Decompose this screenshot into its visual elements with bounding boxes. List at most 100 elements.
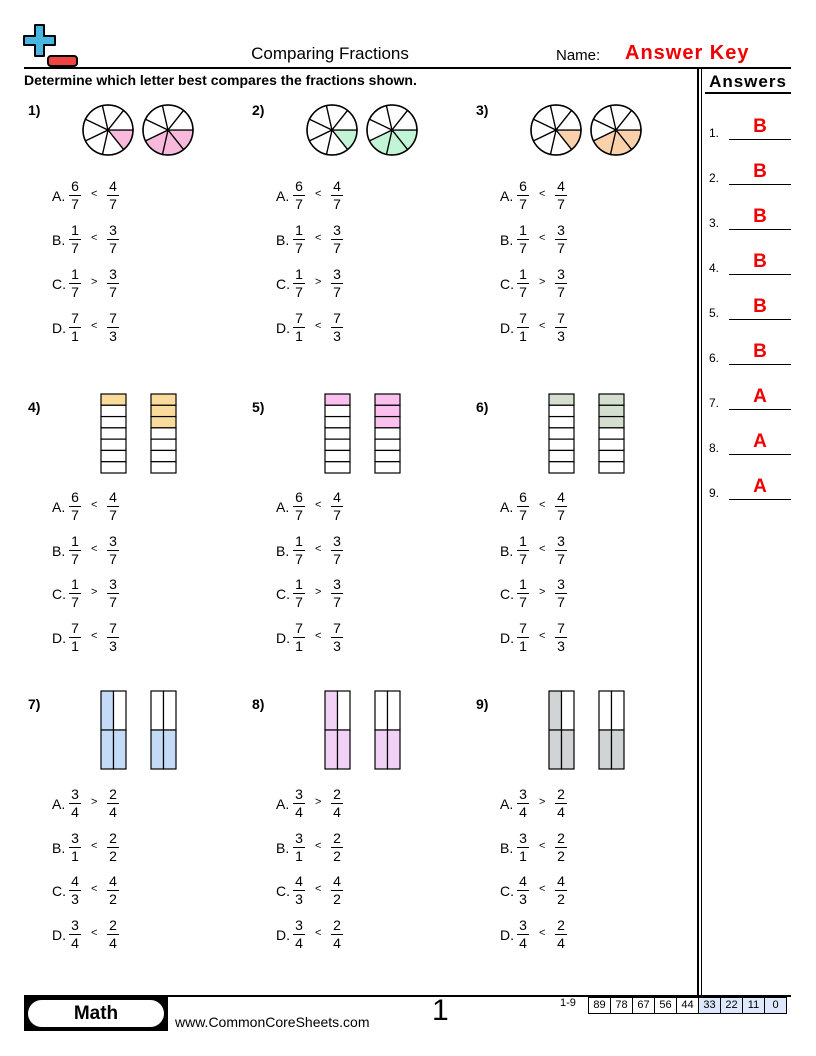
name-label: Name: (556, 47, 601, 64)
answer-option[interactable]: A. 6 7 4 7 < (52, 178, 172, 218)
comparison-sign: < (91, 499, 98, 511)
website-link[interactable]: www.CommonCoreSheets.com (175, 1014, 370, 1030)
answer-option[interactable]: C. 4 3 4 2 < (276, 873, 396, 913)
plus-minus-logo-icon (23, 24, 78, 67)
comparison-sign: < (539, 926, 546, 939)
answer-option[interactable]: D. 3 4 2 4 < (276, 917, 396, 957)
answer-option[interactable]: B. 1 7 3 7 < (52, 222, 172, 262)
bar-segment (100, 449, 127, 463)
numerator: 3 (331, 533, 343, 551)
comparison-sign: > (539, 276, 546, 288)
pie-outline (306, 104, 358, 156)
answer-option[interactable]: D. 7 1 7 3 < (500, 620, 620, 660)
answer-line[interactable] (729, 319, 791, 320)
denominator: 4 (333, 934, 341, 951)
answer-option[interactable]: B. 1 7 3 7 < (276, 533, 396, 573)
answer-option[interactable]: C. 4 3 4 2 < (500, 873, 620, 913)
answer-option[interactable]: A. 6 7 4 7 < (276, 178, 396, 218)
answer-number: 7. (709, 396, 720, 410)
answer-option[interactable]: A. 6 7 4 7 < (276, 489, 396, 529)
answer-option[interactable]: D. 3 4 2 4 < (52, 917, 172, 957)
answer-option[interactable]: B. 3 1 2 2 < (276, 830, 396, 870)
numerator: 4 (107, 873, 119, 891)
answer-line[interactable] (729, 454, 791, 455)
denominator: 3 (557, 637, 565, 654)
denominator: 7 (557, 196, 565, 212)
answer-option[interactable]: D. 7 1 7 3 < (52, 310, 172, 350)
denominator: 3 (295, 891, 303, 907)
denominator: 4 (295, 934, 303, 951)
answer-option[interactable]: B. 3 1 2 2 < (500, 830, 620, 870)
answer-option[interactable]: C. 1 7 3 7 > (500, 266, 620, 306)
answer-option[interactable]: D. 7 1 7 3 < (52, 620, 172, 660)
answer-row: 7. A (709, 386, 791, 410)
answer-option[interactable]: D. 7 1 7 3 < (276, 620, 396, 660)
numerator: 2 (331, 786, 343, 804)
option-letter: D. (276, 629, 290, 646)
bar-segment (374, 438, 401, 452)
fraction-model (306, 104, 418, 156)
comparison-sign: > (315, 796, 322, 808)
answer-option[interactable]: B. 3 1 2 2 < (52, 830, 172, 870)
problem-number: 6) (476, 399, 489, 415)
answer-option[interactable]: C. 1 7 3 7 > (52, 576, 172, 616)
answer-line[interactable] (729, 409, 791, 410)
denominator: 7 (519, 196, 527, 212)
answer-option[interactable]: D. 7 1 7 3 < (276, 310, 396, 350)
denominator: 4 (71, 934, 79, 951)
answer-line[interactable] (729, 364, 791, 365)
comparison-sign: < (539, 883, 546, 895)
answer-line[interactable] (729, 274, 791, 275)
option-letter: B. (52, 542, 66, 559)
answer-option[interactable]: B. 1 7 3 7 < (52, 533, 172, 573)
answer-option[interactable]: A. 3 4 2 4 > (500, 786, 620, 826)
numerator: 7 (555, 310, 567, 328)
answer-option[interactable]: A. 3 4 2 4 > (52, 786, 172, 826)
answer-option[interactable]: A. 6 7 4 7 < (500, 489, 620, 529)
answer-option[interactable]: C. 1 7 3 7 > (276, 266, 396, 306)
answer-option[interactable]: C. 4 3 4 2 < (52, 873, 172, 913)
numerator: 3 (517, 830, 529, 848)
answer-number: 6. (709, 351, 720, 365)
answer-option[interactable]: C. 1 7 3 7 > (276, 576, 396, 616)
answer-option[interactable]: C. 1 7 3 7 > (52, 266, 172, 306)
grid-cell-shaded (548, 729, 563, 770)
answer-option[interactable]: D. 7 1 7 3 < (500, 310, 620, 350)
answer-option[interactable]: B. 1 7 3 7 < (500, 222, 620, 262)
problem-number: 2) (252, 102, 265, 118)
denominator: 1 (519, 328, 527, 344)
answer-row: 1. B (709, 116, 791, 140)
denominator: 7 (71, 594, 79, 610)
answer-option[interactable]: A. 6 7 4 7 < (500, 178, 620, 218)
numerator: 2 (555, 830, 567, 848)
numerator: 7 (69, 310, 81, 328)
answer-line[interactable] (729, 184, 791, 185)
numerator: 2 (331, 830, 343, 848)
bar-segment (324, 449, 351, 463)
comparison-sign: < (315, 629, 322, 642)
answer-option[interactable]: A. 6 7 4 7 < (52, 489, 172, 529)
option-letter: B. (276, 232, 290, 248)
denominator: 7 (519, 240, 527, 256)
answers-title: Answers (705, 72, 791, 94)
answer-option[interactable]: B. 1 7 3 7 < (500, 533, 620, 573)
answer-line[interactable] (729, 229, 791, 230)
numerator: 3 (517, 917, 529, 935)
answer-row: 5. B (709, 296, 791, 320)
answer-option[interactable]: D. 3 4 2 4 < (500, 917, 620, 957)
answer-line[interactable] (729, 139, 791, 140)
numerator: 6 (293, 178, 305, 196)
answer-line[interactable] (729, 499, 791, 500)
numerator: 4 (293, 873, 305, 891)
answer-option[interactable]: A. 3 4 2 4 > (276, 786, 396, 826)
answer-option[interactable]: B. 1 7 3 7 < (276, 222, 396, 262)
numerator: 2 (107, 830, 119, 848)
answer-option[interactable]: C. 1 7 3 7 > (500, 576, 620, 616)
answer-row: 8. A (709, 431, 791, 455)
numerator: 1 (293, 576, 305, 594)
pie-outline (530, 104, 582, 156)
